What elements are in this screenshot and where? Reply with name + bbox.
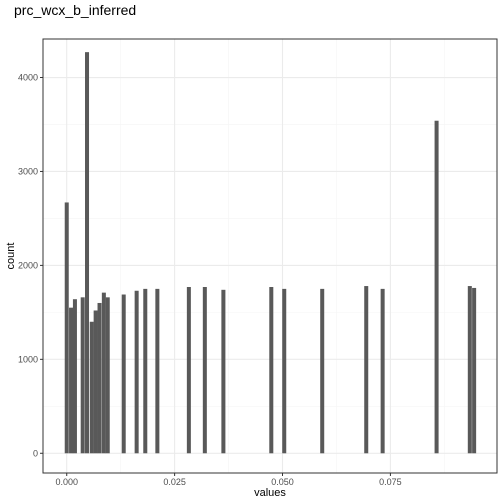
histogram-bar [221,289,226,454]
y-tick-label: 1000 [18,354,38,364]
histogram-bar [472,287,477,454]
x-axis-title: values [254,487,286,499]
histogram-bar [69,307,74,454]
histogram-bar [380,288,385,454]
histogram-bar [364,286,369,454]
histogram-bar [121,294,126,454]
x-tick-label: 0.000 [55,477,78,487]
histogram-bar [269,287,274,454]
histogram-bar [105,297,110,454]
histogram-bar [85,52,90,454]
histogram-bar [134,290,139,454]
histogram-bar [93,310,98,454]
chart-title: prc_wcx_b_inferred [14,2,136,18]
histogram-bar [434,120,439,454]
histogram-bar [80,297,85,454]
histogram-bar [101,292,106,454]
y-tick-label: 4000 [18,73,38,83]
y-tick-label: 3000 [18,166,38,176]
x-tick-label: 0.025 [163,477,186,487]
histogram-bar [467,286,472,454]
x-axis: 0.000 0.025 0.050 0.075 [55,473,402,487]
histogram-bar [64,202,69,454]
x-tick-label: 0.075 [379,477,402,487]
histogram-bar [89,321,94,454]
y-axis: 0 1000 2000 3000 4000 [18,73,43,458]
y-tick-label: 2000 [18,260,38,270]
panel-border [42,38,498,474]
histogram-bar [155,288,160,454]
histogram-bar [97,302,102,454]
histogram-bar [320,288,325,454]
y-axis-title: count [5,243,17,270]
x-tick-label: 0.050 [271,477,294,487]
histogram-bar [282,288,287,454]
histogram-bar [143,288,148,454]
histogram-bar [72,299,77,454]
y-tick-label: 0 [33,448,38,458]
histogram-bar [186,287,191,454]
histogram-bar [202,287,207,454]
histogram-bars [64,52,477,454]
